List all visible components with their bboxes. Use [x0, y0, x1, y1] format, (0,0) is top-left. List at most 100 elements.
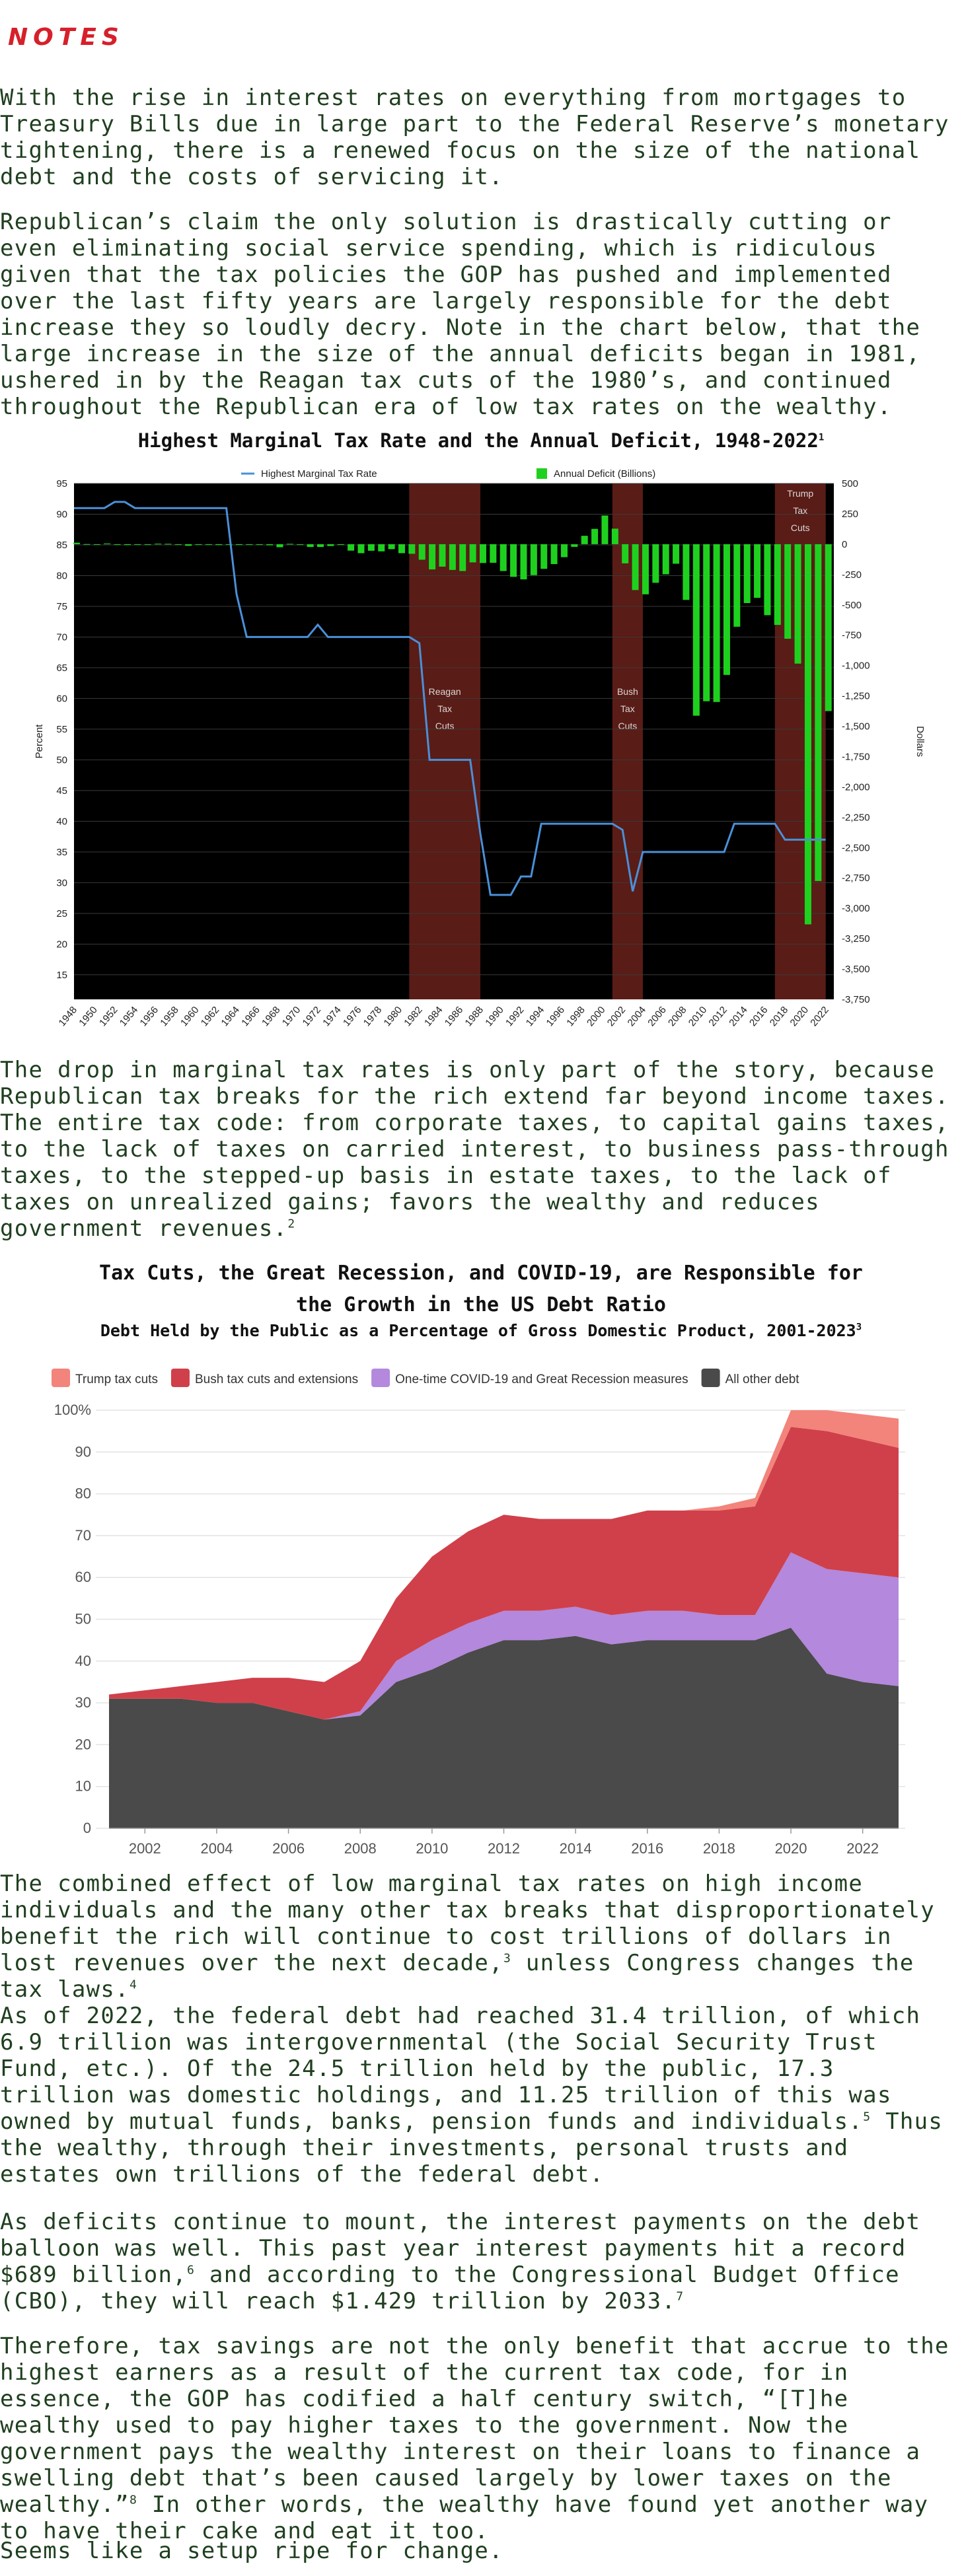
deficit-bar [337, 544, 344, 545]
deficit-bar [500, 544, 507, 571]
y-tick-label: 100% [54, 1402, 91, 1418]
y-right-tick-label: 0 [842, 539, 847, 550]
footnote-ref-5: 5 [863, 2110, 871, 2124]
y-right-tick-label: -1,750 [842, 751, 870, 762]
chart2-title: Tax Cuts, the Great Recession, and COVID… [0, 1258, 962, 1321]
x-tick-label: 1998 [564, 1005, 587, 1028]
deficit-bar [591, 528, 599, 544]
region-label: Cuts [435, 721, 455, 731]
chart1-title-footnote: 1 [818, 432, 825, 443]
paragraph-5: As of 2022, the federal debt had reached… [0, 2003, 962, 2188]
x-tick-label: 1950 [77, 1005, 99, 1028]
y-right-tick-label: -3,500 [842, 964, 870, 975]
paragraph-3-text: The drop in marginal tax rates is only p… [0, 1057, 949, 1242]
x-tick-label: 2014 [727, 1005, 749, 1028]
deficit-bar [703, 544, 710, 701]
deficit-bar [611, 528, 618, 544]
legend-swatch [52, 1369, 70, 1387]
deficit-bar [571, 544, 578, 547]
deficit-bar [408, 544, 416, 554]
paragraph-1: With the rise in interest rates on every… [0, 85, 962, 190]
paragraph-7-text-b: In other words, the wealthy have found y… [0, 2491, 929, 2544]
x-tick-label: 2004 [626, 1005, 648, 1028]
deficit-bar [144, 544, 151, 545]
deficit-bar [581, 536, 588, 544]
deficit-bar [439, 544, 446, 567]
footnote-ref-4: 4 [129, 1978, 138, 1992]
deficit-bar [754, 544, 761, 598]
deficit-bar [673, 544, 680, 564]
y-tick-label: 20 [75, 1736, 91, 1752]
deficit-bar [215, 544, 223, 546]
region-label: Tax [793, 505, 807, 516]
deficit-bar [174, 544, 182, 545]
y-left-tick-label: 70 [56, 631, 67, 643]
region-label: Tax [437, 703, 452, 714]
x-tick-label: 1994 [524, 1005, 546, 1028]
paragraph-6-text: As deficits continue to mount, the inter… [0, 2209, 921, 2288]
y-tick-label: 50 [75, 1611, 91, 1628]
y-left-tick-label: 35 [56, 847, 67, 858]
legend-label: One-time COVID-19 and Great Recession me… [395, 1373, 688, 1386]
deficit-bar [266, 544, 274, 546]
paragraph-4-text-b: unless Congress changes the tax laws. [0, 1950, 914, 2003]
x-tick-label: 1976 [341, 1005, 363, 1028]
deficit-bar [185, 544, 192, 546]
deficit-bar [235, 544, 242, 545]
deficit-bar [642, 544, 649, 594]
x-tick-label: 2014 [560, 1840, 592, 1857]
x-tick-label: 2004 [200, 1840, 233, 1857]
y-right-tick-label: -2,500 [842, 842, 870, 853]
x-tick-label: 2012 [707, 1005, 729, 1028]
deficit-bar [825, 544, 832, 711]
x-tick-label: 1956 [138, 1005, 161, 1028]
deficit-bar [316, 544, 324, 548]
x-tick-label: 1984 [422, 1005, 445, 1028]
paragraph-6: As deficits continue to mount, the inter… [0, 2209, 962, 2314]
x-tick-label: 2016 [747, 1005, 770, 1028]
chart2-title-line-1: Tax Cuts, the Great Recession, and COVID… [99, 1262, 863, 1285]
legend-label-deficit: Annual Deficit (Billions) [554, 468, 655, 480]
y-tick-label: 90 [75, 1443, 91, 1460]
deficit-bar [662, 544, 669, 575]
deficit-bar [622, 544, 629, 563]
deficit-bar [683, 544, 690, 600]
deficit-bar [794, 544, 801, 664]
marginal-tax-rate-line [74, 501, 826, 896]
y-right-tick-label: 500 [842, 478, 858, 489]
x-tick-label: 2018 [768, 1005, 790, 1028]
y-right-axis-label: Dollars [914, 726, 926, 757]
x-tick-label: 1954 [118, 1005, 140, 1028]
y-left-tick-label: 85 [56, 540, 67, 551]
deficit-bar [73, 542, 80, 544]
y-left-tick-label: 30 [56, 877, 67, 888]
paragraph-7: Therefore, tax savings are not the only … [0, 2333, 962, 2544]
notes-heading: NOTES [8, 24, 124, 51]
y-tick-label: 40 [75, 1653, 91, 1669]
y-left-tick-label: 25 [56, 908, 67, 919]
deficit-bar [388, 544, 395, 550]
deficit-bar [276, 544, 283, 548]
y-left-tick-label: 20 [56, 939, 67, 950]
legend-label: Trump tax cuts [75, 1373, 158, 1386]
region-label: Cuts [791, 522, 810, 533]
x-tick-label: 1988 [463, 1005, 486, 1028]
deficit-bar [134, 544, 141, 545]
legend-label: Bush tax cuts and extensions [195, 1373, 358, 1386]
deficit-bar [804, 544, 811, 925]
y-right-tick-label: -1,250 [842, 691, 870, 702]
x-tick-label: 2022 [846, 1840, 879, 1857]
paragraph-7-text: Therefore, tax savings are not the only … [0, 2333, 949, 2518]
y-tick-label: 70 [75, 1527, 91, 1544]
deficit-bar [327, 544, 334, 546]
deficit-bar [256, 544, 263, 545]
deficit-bar [378, 544, 385, 552]
deficit-bar [459, 544, 466, 571]
deficit-bar [723, 544, 730, 675]
x-tick-label: 2000 [585, 1005, 607, 1028]
y-tick-label: 0 [83, 1820, 91, 1836]
x-tick-label: 1964 [219, 1005, 242, 1028]
x-tick-label: 2016 [631, 1840, 663, 1857]
y-left-tick-label: 75 [56, 601, 67, 612]
y-right-tick-label: 250 [842, 509, 858, 520]
